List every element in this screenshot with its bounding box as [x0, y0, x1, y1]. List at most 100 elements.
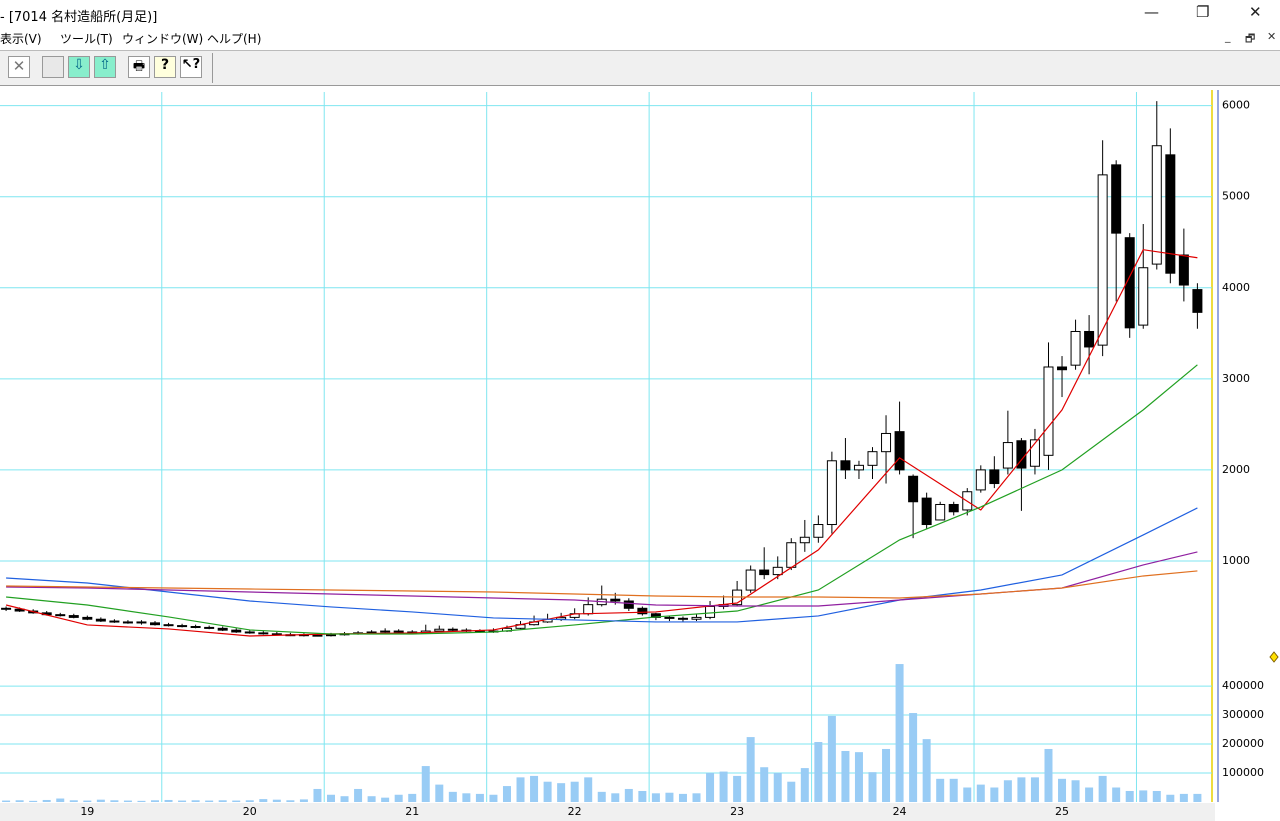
maximize-button[interactable]: ❐ — [1196, 3, 1210, 21]
volume-bar — [733, 775, 742, 802]
volume-bar — [354, 788, 363, 802]
volume-bar — [313, 788, 322, 802]
volume-bar — [475, 793, 484, 802]
candle-body — [786, 542, 797, 568]
x-tick-label: 24 — [893, 805, 907, 818]
menu-item[interactable]: ウィンドウ(W) — [122, 32, 204, 46]
volume-bar — [259, 799, 268, 802]
volume-bar — [624, 788, 633, 802]
candle-body — [691, 616, 702, 620]
tool-button[interactable]: ? — [154, 56, 176, 78]
candle-body — [894, 431, 905, 471]
volume-bar — [949, 778, 958, 802]
candle-body — [244, 631, 255, 634]
candle-body — [1097, 174, 1108, 346]
volume-bar — [205, 800, 214, 802]
tool-button[interactable]: ↖? — [180, 56, 202, 78]
tool-button[interactable] — [42, 56, 64, 78]
volume-bar — [164, 799, 173, 802]
volume-bar — [1112, 787, 1121, 802]
volume-bar — [29, 800, 38, 802]
candle-body — [14, 608, 25, 612]
tool-button[interactable]: ⇩ — [68, 56, 90, 78]
candle-body — [1138, 267, 1149, 326]
volume-bar — [367, 796, 376, 802]
tool-button[interactable]: 🖶 — [128, 56, 150, 78]
candle-body — [380, 630, 391, 633]
volume-bar — [1003, 780, 1012, 802]
menu-item[interactable]: 表示(V) — [0, 32, 42, 46]
candle-body — [1084, 330, 1095, 348]
x-tick-label: 25 — [1055, 805, 1069, 818]
close-button[interactable]: ✕ — [1249, 3, 1262, 21]
volume-bar — [448, 791, 457, 802]
candle-body — [1151, 145, 1162, 265]
candle-body — [826, 460, 837, 526]
volume-bar — [936, 778, 945, 802]
candle-body — [163, 624, 174, 627]
volume-bar — [326, 794, 335, 802]
volume-bar — [638, 790, 647, 802]
mdi-minimize[interactable]: _ — [1225, 30, 1231, 43]
volume-bar — [151, 800, 160, 802]
volume-bar — [191, 800, 200, 802]
x-tick-label: 22 — [568, 805, 582, 818]
minimize-button[interactable]: — — [1144, 3, 1159, 21]
volume-bar — [489, 794, 498, 802]
candle-body — [840, 460, 851, 471]
volume-bar — [841, 750, 850, 802]
candle-body — [258, 632, 269, 635]
candle-body — [948, 503, 959, 513]
volume-bar — [1030, 777, 1039, 802]
volume-bar — [340, 796, 349, 802]
candle-body — [921, 497, 932, 526]
volume-bar — [543, 781, 552, 802]
candle-body — [677, 617, 688, 620]
candle-body — [82, 616, 93, 620]
x-axis-strip — [0, 803, 1215, 821]
chart: 19 20 21 22 23 24 25 1000 2000 3000 4000 5000 6000 10… — [0, 90, 1279, 821]
menu-item[interactable]: ヘルプ(H) — [207, 32, 262, 46]
volume-bar — [232, 800, 241, 802]
volume-bar — [814, 742, 823, 802]
moving-average — [6, 507, 1198, 623]
volume-bar — [584, 777, 593, 802]
y-tick-label: 1000 — [1222, 554, 1250, 567]
candle-body — [434, 628, 445, 632]
window-title: - [7014 名村造船所(月足)] — [0, 10, 158, 25]
candle-body — [583, 604, 594, 615]
volume-bar — [245, 800, 254, 802]
mdi-restore[interactable]: 🗗 — [1245, 32, 1256, 45]
y-tick-label: 4000 — [1222, 281, 1250, 294]
moving-average — [5, 249, 1198, 637]
candle-body — [136, 621, 147, 624]
candle-body — [312, 634, 323, 637]
volume-bar — [922, 739, 931, 802]
volume-bar — [299, 799, 308, 802]
menu-item[interactable]: ツール(T) — [60, 32, 113, 46]
y-tick-label: 6000 — [1222, 99, 1250, 112]
mdi-close[interactable]: ✕ — [1267, 30, 1277, 43]
volume-bar — [746, 737, 755, 802]
tool-button[interactable]: ✕ — [8, 56, 30, 78]
tool-button[interactable]: ⇧ — [94, 56, 116, 78]
candle-body — [109, 620, 120, 623]
volume-bar — [678, 793, 687, 802]
candle-body — [989, 469, 1000, 485]
volume-bar — [530, 775, 539, 802]
candle-body — [610, 598, 621, 602]
volume-bar — [692, 793, 701, 802]
candle-body — [623, 600, 634, 609]
volume-bar — [1139, 790, 1148, 802]
volume-bar — [854, 752, 863, 802]
volume-bar — [435, 784, 444, 802]
volume-bar — [760, 767, 769, 802]
candle-body — [853, 464, 864, 471]
candle-body — [55, 614, 66, 617]
candle-body — [190, 626, 201, 629]
volume-bar — [1166, 794, 1175, 802]
candle-body — [231, 629, 242, 633]
y-tick-label: 300000 — [1222, 708, 1264, 721]
candle-body — [772, 566, 783, 576]
candle-body — [908, 475, 919, 503]
